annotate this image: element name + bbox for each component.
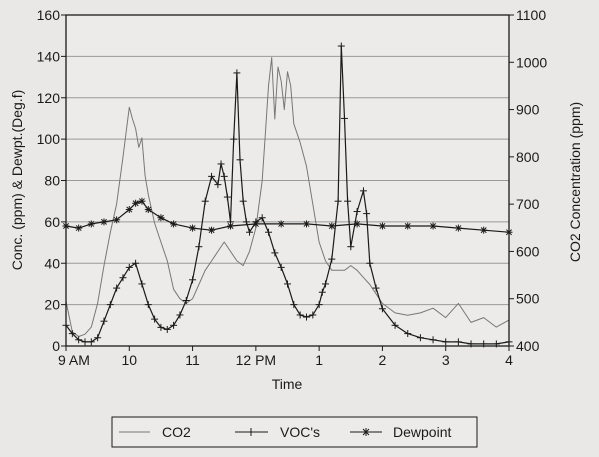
data-point-dewpoint — [189, 225, 196, 232]
data-point-dewpoint — [404, 223, 411, 229]
legend-label-dewpoint: Dewpoint — [393, 424, 451, 440]
legend-label-vocs: VOC's — [280, 424, 320, 440]
series-line-vocs — [65, 45, 510, 345]
data-point-dewpoint — [227, 223, 234, 229]
left-tick-label: 100 — [37, 131, 61, 147]
right-axis: 400 500 600 700 800 900 1000 1100 — [509, 7, 547, 354]
right-tick-label: 1000 — [516, 54, 547, 70]
data-point-dewpoint — [455, 225, 462, 232]
left-tick-label: 140 — [37, 48, 61, 64]
data-point-dewpoint — [145, 206, 152, 213]
data-point-dewpoint — [138, 198, 145, 205]
left-tick-label: 0 — [52, 338, 60, 354]
left-axis: 0 20 40 60 80 100 120 140 160 — [37, 7, 66, 354]
left-tick-label: 80 — [44, 173, 60, 189]
right-tick-label: 1100 — [516, 7, 546, 23]
right-tick-label: 900 — [516, 102, 540, 118]
series-layer — [62, 42, 513, 348]
left-tick-label: 60 — [44, 214, 60, 230]
legend: CO2 VOC's Dewpoint — [111, 416, 478, 448]
legend-swatch-dewpoint — [350, 428, 382, 436]
data-point-dewpoint — [252, 220, 259, 227]
left-tick-label: 120 — [37, 90, 61, 106]
x-tick-label: 1 — [315, 352, 323, 368]
data-point-dewpoint — [132, 200, 139, 207]
right-axis-title: CO2 Concentration (ppm) — [567, 102, 583, 262]
x-tick-label: 3 — [442, 352, 450, 368]
left-axis-title: Conc. (ppm) & Dewpt.(Deg.f) — [9, 90, 25, 271]
data-point-dewpoint — [430, 223, 437, 229]
x-tick-label: 2 — [379, 352, 387, 368]
data-point-dewpoint — [170, 220, 177, 227]
left-tick-label: 160 — [37, 7, 61, 23]
data-point-dewpoint — [157, 214, 164, 221]
x-axis-title: Time — [272, 376, 303, 392]
right-tick-label: 600 — [516, 243, 540, 259]
legend-label-co2: CO2 — [162, 424, 191, 440]
x-axis: 9 AM 10 11 12 PM 1 2 3 4 — [58, 346, 513, 368]
legend-swatch-vocs — [235, 428, 268, 436]
data-point-dewpoint — [303, 220, 310, 227]
right-tick-label: 400 — [516, 338, 540, 354]
right-tick-label: 500 — [516, 291, 540, 307]
data-point-dewpoint — [100, 218, 107, 225]
series-dewpoint — [62, 197, 513, 236]
series-line-co2 — [65, 57, 510, 337]
right-tick-label: 800 — [516, 149, 540, 165]
data-point-dewpoint — [88, 220, 95, 227]
right-tick-label: 700 — [516, 196, 540, 212]
legend-swatch-marker — [362, 428, 370, 436]
x-tick-label: 12 PM — [236, 352, 276, 368]
x-tick-label: 4 — [505, 352, 513, 368]
gridlines — [66, 55, 509, 306]
data-point-dewpoint — [126, 206, 133, 213]
data-point-dewpoint — [328, 223, 335, 229]
x-tick-label: 11 — [185, 352, 200, 368]
x-tick-label: 9 AM — [58, 352, 90, 368]
data-point-dewpoint — [480, 227, 487, 234]
data-point-dewpoint — [113, 216, 120, 223]
data-point-dewpoint — [75, 225, 82, 232]
x-tick-label: 10 — [121, 352, 137, 368]
data-point-dewpoint — [354, 220, 361, 227]
left-tick-label: 40 — [44, 255, 60, 271]
data-point-dewpoint — [379, 223, 386, 229]
left-tick-label: 20 — [44, 297, 60, 313]
legend-box — [111, 416, 478, 448]
data-point-dewpoint — [208, 227, 215, 234]
data-point-dewpoint — [278, 220, 285, 227]
series-co2 — [65, 57, 510, 337]
